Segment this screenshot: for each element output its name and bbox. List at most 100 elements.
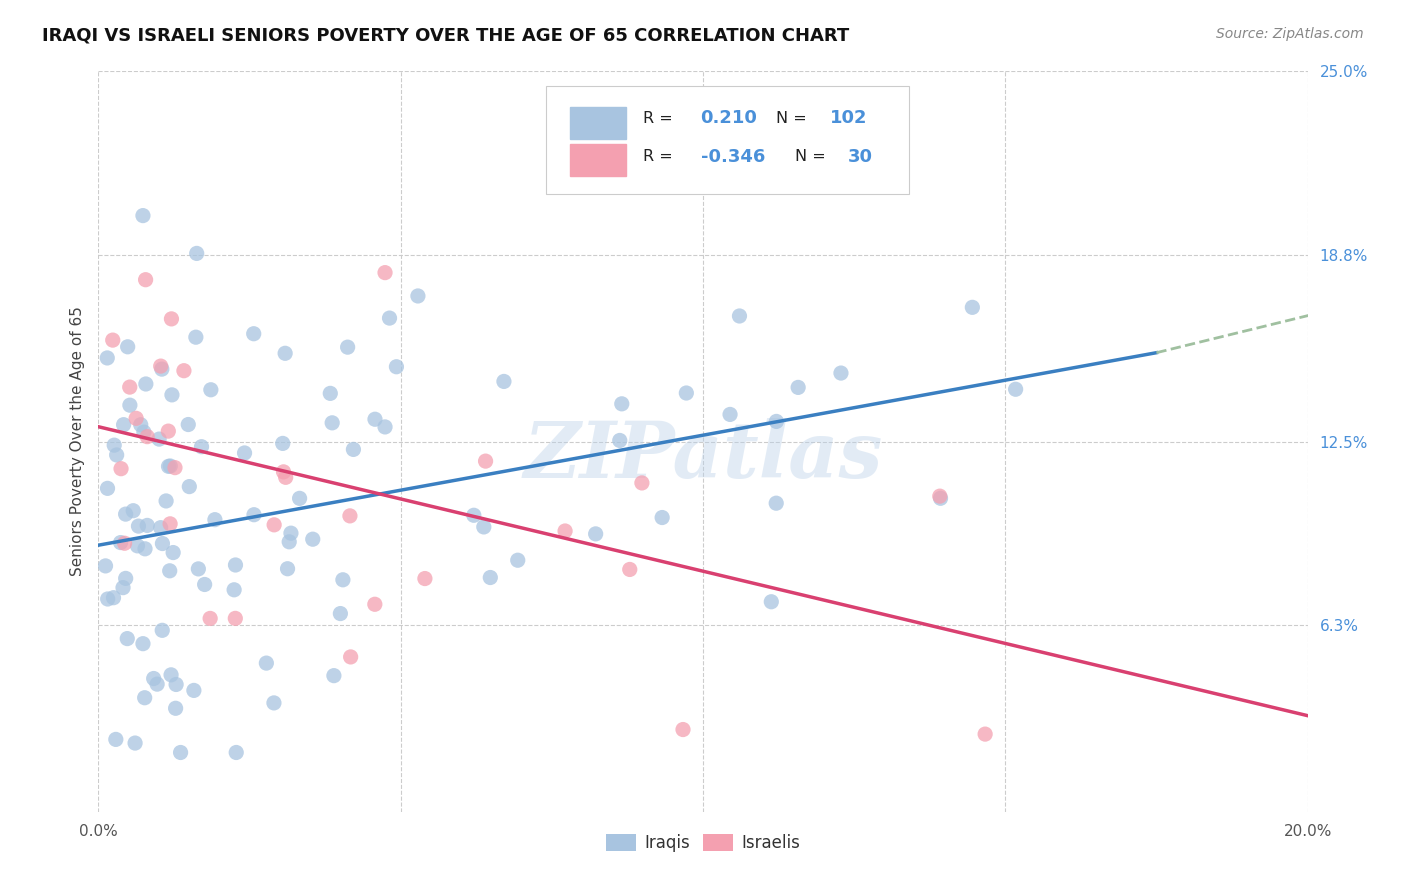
Point: [321, 416, 343, 430]
Point: [204, 513, 226, 527]
Point: [225, 746, 247, 760]
Point: [224, 558, 246, 572]
Point: [177, 417, 200, 432]
Point: [332, 573, 354, 587]
Point: [406, 289, 429, 303]
Point: [554, 524, 576, 538]
Point: [610, 397, 633, 411]
Point: [150, 624, 173, 638]
Point: [179, 480, 201, 494]
Point: [761, 595, 783, 609]
Point: [101, 333, 124, 347]
Point: [631, 475, 654, 490]
Point: [96, 481, 118, 495]
Point: [651, 510, 673, 524]
Point: [135, 376, 157, 391]
Point: [619, 562, 641, 576]
Point: [787, 380, 810, 394]
Point: [472, 520, 495, 534]
Point: [374, 266, 396, 280]
Point: [103, 438, 125, 452]
Point: [224, 582, 246, 597]
Point: [609, 434, 631, 448]
Point: [173, 364, 195, 378]
Point: [254, 656, 277, 670]
Point: [118, 398, 141, 412]
Point: [374, 420, 396, 434]
Point: [148, 432, 170, 446]
Point: [718, 408, 741, 422]
Point: [111, 581, 134, 595]
Text: N =: N =: [794, 149, 825, 164]
Point: [132, 209, 155, 223]
Point: [277, 562, 299, 576]
Point: [127, 519, 149, 533]
Point: [96, 351, 118, 365]
Point: [200, 383, 222, 397]
Point: [274, 346, 297, 360]
FancyBboxPatch shape: [569, 107, 626, 139]
Point: [271, 436, 294, 450]
Point: [492, 375, 515, 389]
Point: [675, 386, 697, 401]
Point: [157, 459, 180, 474]
Point: [114, 507, 136, 521]
Point: [342, 442, 364, 457]
Point: [149, 359, 172, 373]
Point: [322, 668, 344, 682]
Point: [1004, 382, 1026, 396]
Text: R =: R =: [643, 149, 672, 164]
Point: [129, 417, 152, 432]
Point: [135, 273, 157, 287]
Point: [928, 489, 950, 503]
Point: [136, 518, 159, 533]
Point: [339, 649, 361, 664]
Point: [830, 366, 852, 380]
Point: [134, 541, 156, 556]
Point: [765, 414, 787, 428]
Point: [149, 521, 172, 535]
Point: [165, 701, 187, 715]
Point: [162, 545, 184, 559]
Point: [157, 424, 180, 438]
FancyBboxPatch shape: [569, 144, 626, 177]
Point: [263, 517, 285, 532]
Point: [329, 607, 352, 621]
Point: [319, 386, 342, 401]
Point: [127, 539, 149, 553]
Point: [165, 677, 187, 691]
Point: [132, 637, 155, 651]
Point: [159, 516, 181, 531]
Point: [273, 465, 295, 479]
Point: [124, 736, 146, 750]
Point: [765, 496, 787, 510]
Point: [336, 340, 359, 354]
Point: [672, 723, 695, 737]
Text: Source: ZipAtlas.com: Source: ZipAtlas.com: [1216, 27, 1364, 41]
Point: [146, 677, 169, 691]
Point: [160, 388, 183, 402]
Point: [186, 246, 208, 260]
Point: [114, 536, 136, 550]
Y-axis label: Seniors Poverty Over the Age of 65: Seniors Poverty Over the Age of 65: [69, 307, 84, 576]
Point: [125, 411, 148, 425]
Point: [585, 527, 607, 541]
Point: [474, 454, 496, 468]
Point: [463, 508, 485, 523]
Point: [110, 535, 132, 549]
Point: [94, 558, 117, 573]
Point: [506, 553, 529, 567]
Point: [288, 491, 311, 506]
Point: [242, 326, 264, 341]
Point: [132, 425, 155, 439]
Point: [479, 570, 502, 584]
Point: [187, 562, 209, 576]
Text: 0.210: 0.210: [700, 109, 758, 127]
Point: [364, 412, 387, 426]
Point: [150, 362, 173, 376]
Point: [278, 534, 301, 549]
Point: [190, 440, 212, 454]
Point: [378, 311, 401, 326]
Point: [152, 536, 174, 550]
Point: [142, 672, 165, 686]
